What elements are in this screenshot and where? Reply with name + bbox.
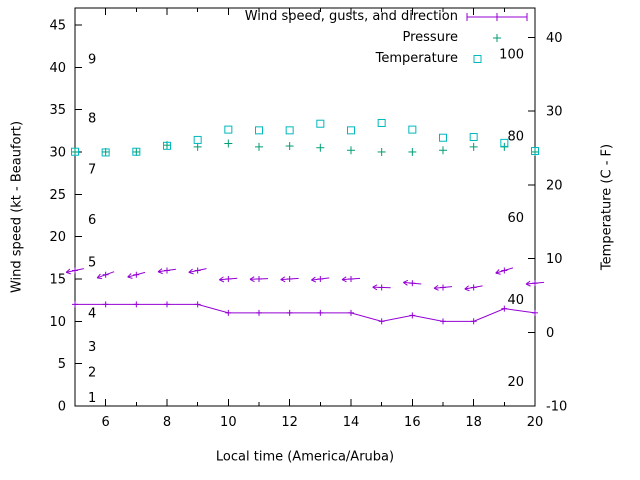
svg-text:20: 20 [546,178,563,193]
svg-text:15: 15 [49,272,66,287]
svg-text:3: 3 [88,340,96,355]
svg-text:40: 40 [49,61,66,76]
svg-text:20: 20 [507,375,524,390]
svg-text:8: 8 [163,415,171,430]
legend-item-wind: Wind speed, gusts, and direction [245,6,532,27]
svg-text:8: 8 [88,112,96,127]
legend-label-temperature: Temperature [375,51,458,66]
svg-text:40: 40 [546,31,563,46]
svg-text:9: 9 [88,52,96,67]
svg-text:100: 100 [499,47,524,62]
svg-text:1: 1 [88,391,96,406]
legend-item-temperature: Temperature [376,48,532,69]
svg-text:18: 18 [465,415,482,430]
svg-text:14: 14 [343,415,360,430]
svg-text:-10: -10 [546,400,567,415]
pressure-plus-icon [493,33,501,42]
x-axis-title: Local time (America/Aruba) [215,449,395,465]
svg-text:0: 0 [546,326,554,341]
svg-text:2: 2 [88,366,96,381]
svg-text:25: 25 [49,188,66,203]
svg-text:12: 12 [281,415,298,430]
svg-text:16: 16 [404,415,421,430]
svg-text:10: 10 [546,252,563,267]
svg-text:60: 60 [507,211,524,226]
svg-text:5: 5 [58,357,66,372]
svg-text:7: 7 [88,162,96,177]
svg-text:30: 30 [546,105,563,120]
y-axis-title: Wind speed (kt - Beaufort) [9,120,25,294]
svg-text:4: 4 [88,306,96,321]
legend-label-wind: Wind speed, gusts, and direction [244,9,458,24]
svg-text:40: 40 [507,293,524,308]
svg-text:20: 20 [49,230,66,245]
temperature-square-icon [473,54,482,63]
svg-text:10: 10 [220,415,237,430]
svg-text:80: 80 [507,129,524,144]
svg-text:35: 35 [49,103,66,118]
svg-text:45: 45 [49,18,66,33]
svg-text:20: 20 [527,415,544,430]
svg-text:30: 30 [49,145,66,160]
legend-label-pressure: Pressure [402,30,458,45]
svg-text:6: 6 [102,415,110,430]
wind-line-sample-icon [466,12,528,21]
svg-text:0: 0 [58,400,66,415]
legend-item-pressure: Pressure [402,27,532,48]
svg-text:5: 5 [88,256,96,271]
svg-text:10: 10 [49,315,66,330]
svg-text:6: 6 [88,213,96,228]
y2-axis-title: Temperature (C - F) [599,143,615,271]
